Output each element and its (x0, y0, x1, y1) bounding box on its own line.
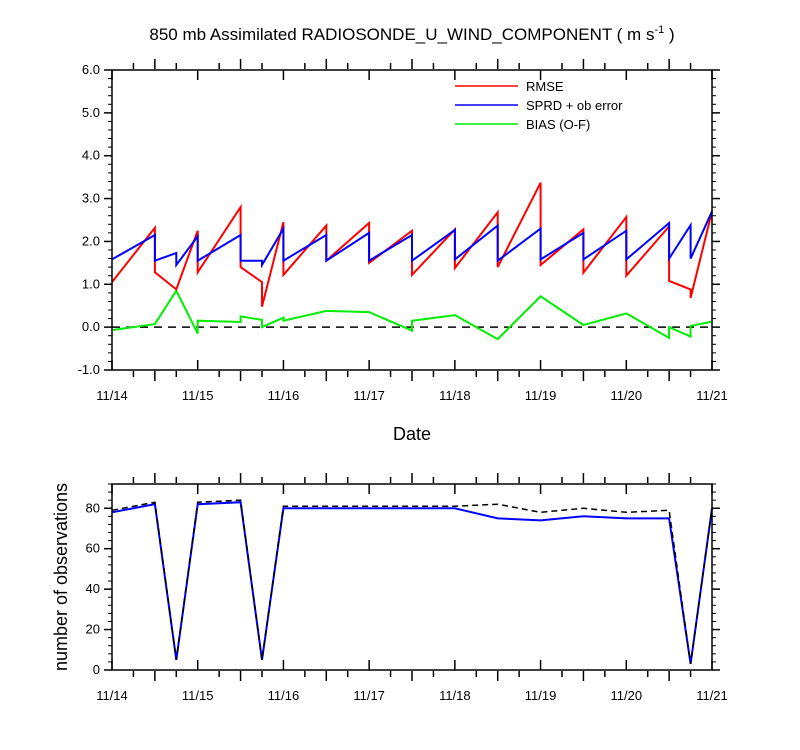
top-plot-area (111, 182, 713, 341)
series-line-obs-used (111, 501, 713, 665)
legend-label-bias: BIAS (O-F) (526, 117, 590, 132)
legend-label-sprd: SPRD + ob error (526, 98, 623, 113)
top-ytick-label: 0.0 (82, 319, 100, 334)
series-line-obs-available (111, 499, 713, 665)
top-ytick-label: 3.0 (82, 191, 100, 206)
y-axis-label: number of observations (51, 483, 71, 671)
bottom-x-axis: 11/14 11/15 11/16 11/17 11/18 11/19 11/20 11/21 (96, 473, 728, 703)
chart-title: 850 mb Assimilated RADIOSONDE_U_WIND_COM… (149, 24, 674, 44)
top-xtick-label: 11/21 (696, 388, 728, 403)
chart-title-text: 850 mb Assimilated RADIOSONDE_U_WIND_COM… (149, 25, 612, 44)
legend: RMSE SPRD + ob error BIAS (O-F) (455, 79, 623, 132)
bottom-xtick-label: 11/14 (96, 688, 128, 703)
series-line-bias (111, 288, 713, 341)
x-axis-label: Date (393, 424, 431, 444)
bottom-ytick-label: 80 (86, 500, 100, 515)
bottom-plot-area (111, 499, 713, 665)
top-xtick-label: 11/20 (610, 388, 642, 403)
bottom-xtick-label: 11/15 (182, 688, 214, 703)
top-ytick-label: 1.0 (82, 276, 100, 291)
bottom-xtick-label: 11/20 (610, 688, 642, 703)
top-plot-frame (111, 69, 713, 371)
top-xtick-label: 11/17 (353, 388, 385, 403)
top-x-axis: 11/14 11/15 11/16 11/17 11/18 11/19 11/20 11/21 (96, 59, 728, 403)
units-prefix: ( m s (617, 25, 655, 44)
top-ytick-label: 2.0 (82, 233, 100, 248)
top-ytick-label: 5.0 (82, 105, 100, 120)
bottom-y-axis: 0 20 40 60 80 (86, 483, 720, 677)
top-y-axis: -1.0 0.0 1.0 2.0 3.0 4.0 5.0 6.0 (78, 62, 720, 377)
top-xtick-label: 11/14 (96, 388, 128, 403)
top-xtick-label: 11/15 (182, 388, 214, 403)
top-xtick-label: 11/19 (525, 388, 557, 403)
bottom-ytick-label: 40 (86, 581, 100, 596)
bottom-xtick-label: 11/21 (696, 688, 728, 703)
bottom-chart: 11/14 11/15 11/16 11/17 11/18 11/19 11/20 11/21… (51, 473, 728, 703)
units-suffix: ) (664, 25, 674, 44)
bottom-xtick-label: 11/19 (525, 688, 557, 703)
bottom-xtick-label: 11/16 (268, 688, 300, 703)
top-xtick-label: 11/18 (439, 388, 471, 403)
top-ytick-label: -1.0 (78, 362, 100, 377)
bottom-plot-frame (111, 483, 713, 671)
top-xtick-label: 11/16 (268, 388, 300, 403)
bottom-xtick-label: 11/17 (353, 688, 385, 703)
bottom-ytick-label: 60 (86, 541, 100, 556)
top-ytick-label: 4.0 (82, 148, 100, 163)
legend-label-rmse: RMSE (526, 79, 564, 94)
series-line-sprd (111, 210, 713, 269)
top-ytick-label: 6.0 (82, 62, 100, 77)
top-chart: 850 mb Assimilated RADIOSONDE_U_WIND_COM… (78, 24, 728, 444)
bottom-ytick-label: 20 (86, 622, 100, 637)
bottom-xtick-label: 11/18 (439, 688, 471, 703)
bottom-ytick-label: 0 (93, 662, 100, 677)
units-exponent: -1 (654, 24, 664, 36)
